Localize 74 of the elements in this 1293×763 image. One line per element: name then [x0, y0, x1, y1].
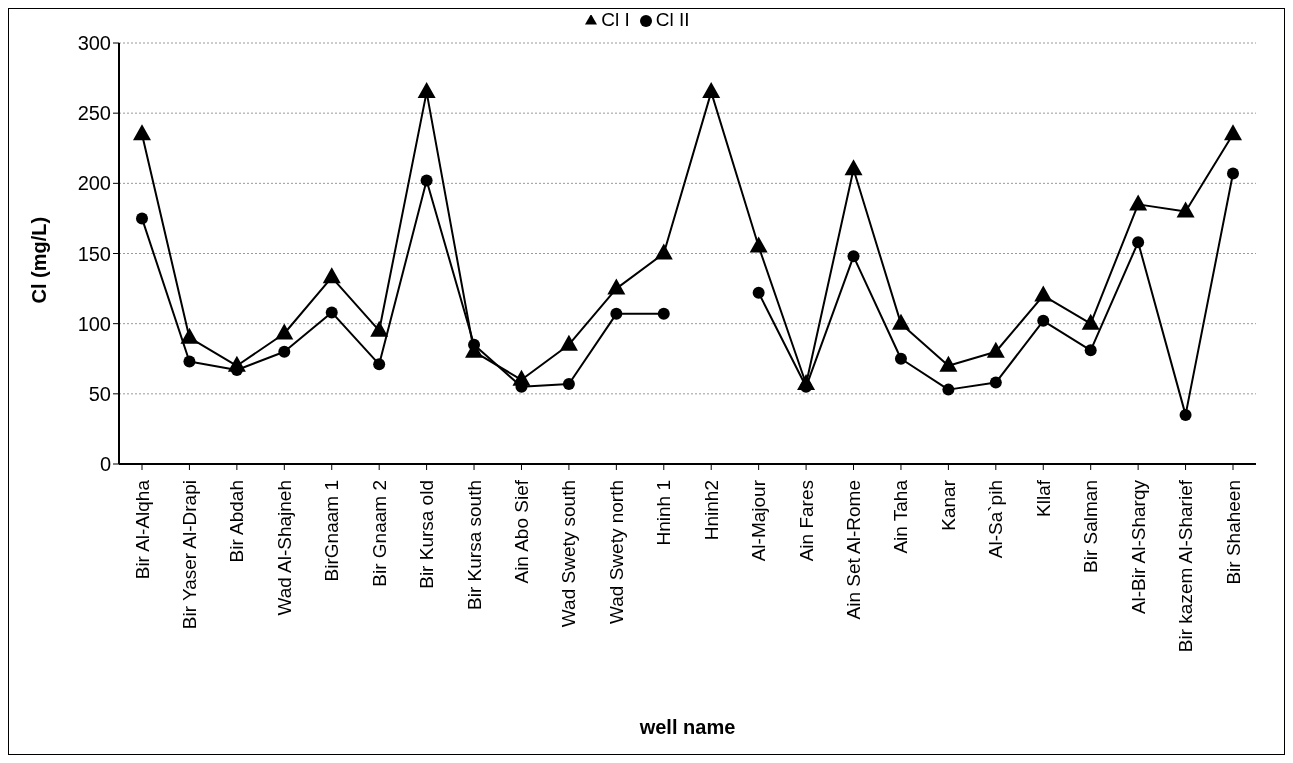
- y-tick-label: 50: [88, 382, 111, 405]
- y-tick-label: 200: [77, 172, 111, 195]
- point: [844, 159, 863, 176]
- point: [1129, 194, 1148, 211]
- x-tick-label: Wad Al-Shajneh: [273, 480, 295, 616]
- point: [939, 355, 958, 372]
- x-tick-label: Ain Taha: [890, 479, 912, 554]
- x-tick-label: Wad Swety north: [605, 480, 627, 624]
- point: [417, 82, 436, 99]
- point: [1132, 236, 1145, 249]
- point: [986, 341, 1005, 358]
- x-tick-label: Bir kazem Al-Sharief: [1175, 479, 1197, 653]
- point: [1179, 408, 1192, 421]
- point: [275, 323, 294, 340]
- x-tick-label: Ain Fares: [795, 480, 817, 562]
- x-tick-label: Bir Yaser Al-Drapi: [178, 480, 200, 630]
- point: [1037, 314, 1050, 327]
- y-tick-label: 0: [99, 453, 111, 476]
- y-tick-label: 300: [77, 32, 111, 55]
- point: [607, 278, 626, 295]
- point: [1084, 344, 1097, 357]
- x-tick-label: Wad Swety south: [558, 480, 580, 628]
- point: [610, 307, 623, 320]
- point: [657, 307, 670, 320]
- point: [847, 250, 860, 263]
- point: [891, 313, 910, 330]
- y-axis-title: Cl (mg/L): [28, 216, 51, 304]
- point: [1224, 124, 1242, 141]
- x-tick-label: Bir Kursa south: [463, 480, 485, 610]
- y-tick-label: 150: [77, 242, 111, 265]
- point: [322, 267, 341, 284]
- point: [989, 376, 1002, 389]
- x-tick-label: Bir Kursa old: [416, 480, 438, 589]
- point: [183, 355, 196, 368]
- x-axis-title: well name: [638, 716, 736, 738]
- point: [559, 334, 578, 351]
- point: [894, 352, 907, 365]
- x-tick-label: Hninh2: [700, 480, 722, 541]
- y-tick-label: 250: [77, 102, 111, 125]
- x-tick-label: Bir Gnaam 2: [368, 480, 390, 587]
- point: [133, 124, 151, 141]
- x-tick-label: Hninh 1: [653, 480, 675, 546]
- point: [752, 286, 765, 299]
- point: [562, 378, 575, 391]
- point: [370, 320, 389, 337]
- point: [1034, 285, 1053, 302]
- point: [654, 243, 673, 260]
- x-tick-label: Bir Salman: [1080, 480, 1102, 573]
- y-tick-label: 100: [77, 312, 111, 335]
- legend-label: Cl I: [601, 9, 630, 30]
- x-tick-label: Bir Shaheen: [1222, 480, 1244, 585]
- point: [1227, 167, 1239, 180]
- point: [278, 345, 291, 358]
- x-tick-label: Bir Abdah: [226, 480, 248, 563]
- point: [1176, 201, 1195, 218]
- x-tick-label: Bir Al-Alqha: [131, 479, 153, 580]
- x-tick-label: Ain Abo Sief: [510, 479, 532, 584]
- x-tick-label: Ain Set Al-Rome: [843, 480, 865, 620]
- point: [749, 236, 768, 253]
- x-tick-label: Kllaf: [1032, 479, 1054, 517]
- point: [373, 358, 386, 371]
- x-tick-label: Al-Majour: [748, 479, 770, 562]
- point: [702, 82, 721, 99]
- x-tick-label: Al-Sa`pih: [985, 480, 1007, 559]
- point: [136, 212, 148, 225]
- x-tick-label: Al-Bir Al-Sharqy: [1127, 479, 1149, 615]
- point: [325, 306, 338, 319]
- point: [942, 383, 955, 396]
- point: [420, 174, 433, 187]
- x-tick-label: Kanar: [937, 479, 959, 531]
- x-tick-label: BirGnaam 1: [321, 480, 343, 582]
- point: [180, 327, 199, 344]
- point: [1081, 313, 1100, 330]
- legend-label: Cl II: [655, 9, 690, 30]
